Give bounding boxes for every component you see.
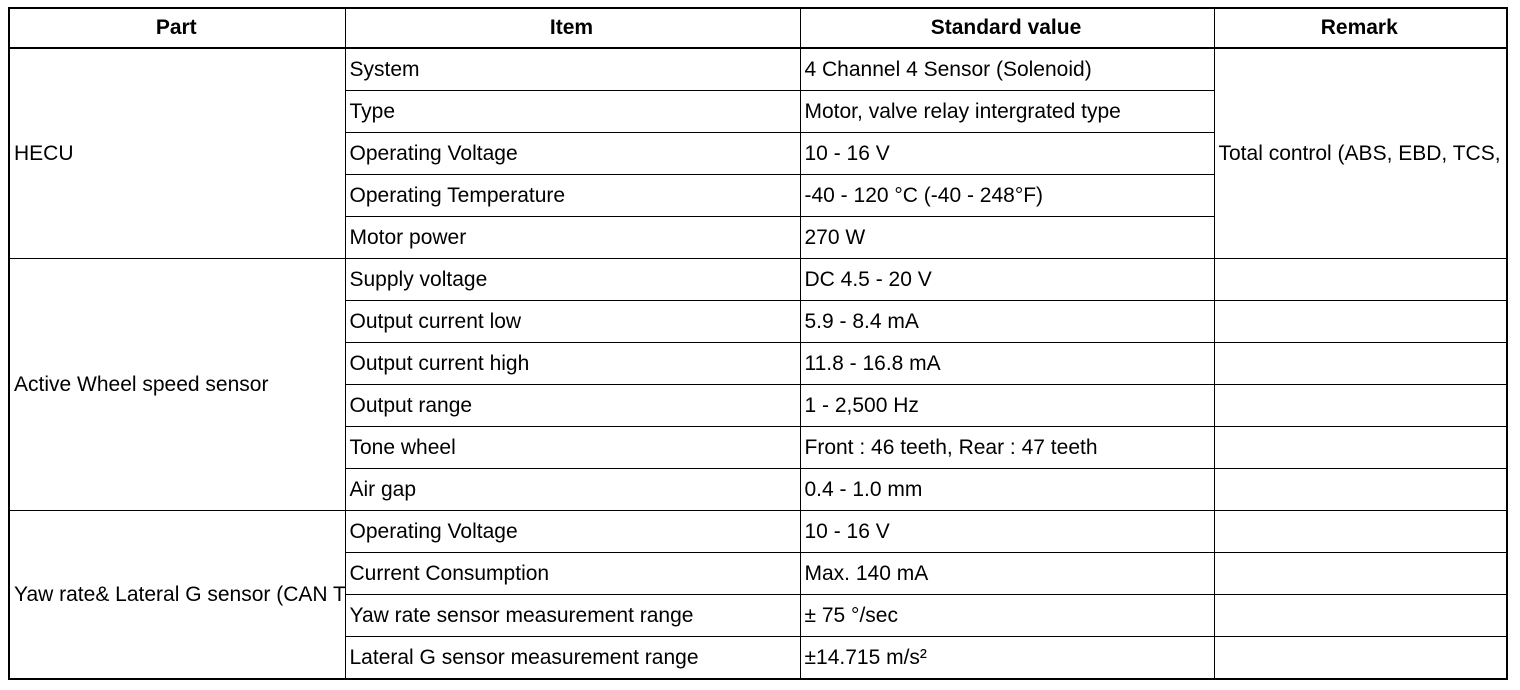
value-cell: ± 75 °/sec: [799, 594, 1215, 637]
header-remark: Remark: [1213, 7, 1508, 49]
table-header: Part Item Standard value Remark: [8, 7, 1508, 49]
remark-cell: [1213, 426, 1508, 469]
header-part: Part: [8, 7, 346, 49]
item-cell: Motor power: [344, 216, 801, 259]
item-cell: Yaw rate sensor measurement range: [344, 594, 801, 637]
remark-cell: [1213, 552, 1508, 595]
remark-cell: [1213, 468, 1508, 511]
remark-cell: [1213, 510, 1508, 553]
remark-cell: [1213, 258, 1508, 301]
spec-table: Part Item Standard value Remark HECU Sys…: [8, 7, 1508, 680]
item-cell: Lateral G sensor measurement range: [344, 636, 801, 680]
item-cell: Output current low: [344, 300, 801, 343]
value-cell: Front : 46 teeth, Rear : 47 teeth: [799, 426, 1215, 469]
part-cell-wheel-speed-sensor: Active Wheel speed sensor: [8, 258, 346, 511]
value-cell: 1 - 2,500 Hz: [799, 384, 1215, 427]
part-cell-yaw-rate-sensor: Yaw rate& Lateral G sensor (CAN TYPE): [8, 510, 346, 680]
remark-cell: [1213, 594, 1508, 637]
table-row: Active Wheel speed sensor Supply voltage…: [8, 258, 1508, 511]
table-row: Operating Temperature -40 - 120 °C (-40 …: [9, 174, 1507, 217]
item-cell: Current Consumption: [344, 552, 801, 595]
item-cell: Output range: [344, 384, 801, 427]
value-cell: Max. 140 mA: [799, 552, 1215, 595]
value-cell: 270 W: [799, 216, 1215, 259]
part-cell-hecu: HECU: [8, 47, 346, 259]
table-row: Operating Voltage 10 - 16 V: [9, 132, 1507, 175]
table-row: Output current high 11.8 - 16.8 mA: [9, 342, 1508, 385]
table-row: Lateral G sensor measurement range ±14.7…: [9, 636, 1508, 680]
item-cell: Type: [344, 90, 801, 133]
table-body: HECU System 4 Channel 4 Sensor (Solenoid…: [8, 47, 1508, 680]
remark-cell: [1213, 300, 1508, 343]
item-cell: Supply voltage: [344, 258, 801, 301]
item-cell: Operating Temperature: [344, 174, 801, 217]
value-cell: -40 - 120 °C (-40 - 248°F): [799, 174, 1215, 217]
item-cell: Tone wheel: [344, 426, 801, 469]
table-row: Current Consumption Max. 140 mA: [9, 552, 1508, 595]
value-cell: ±14.715 m/s²: [799, 636, 1215, 680]
remark-cell-hecu: Total control (ABS, EBD, TCS, ESC): [1213, 47, 1508, 259]
remark-cell: [1213, 636, 1508, 680]
remark-cell: [1213, 342, 1508, 385]
item-cell: Operating Voltage: [344, 132, 801, 175]
table-row: HECU System 4 Channel 4 Sensor (Solenoid…: [8, 47, 1508, 259]
header-standard-value: Standard value: [799, 7, 1215, 49]
table-row: Type Motor, valve relay intergrated type: [9, 90, 1507, 133]
value-cell: 0.4 - 1.0 mm: [799, 468, 1215, 511]
value-cell: Motor, valve relay intergrated type: [799, 90, 1215, 133]
table-row: Tone wheel Front : 46 teeth, Rear : 47 t…: [9, 426, 1508, 469]
header-item: Item: [344, 7, 801, 49]
item-cell: Air gap: [344, 468, 801, 511]
value-cell: 4 Channel 4 Sensor (Solenoid): [799, 47, 1215, 91]
table-row: Motor power 270 W: [9, 216, 1507, 259]
value-cell: 11.8 - 16.8 mA: [799, 342, 1215, 385]
remark-cell: [1213, 384, 1508, 427]
value-cell: 10 - 16 V: [799, 132, 1215, 175]
value-cell: DC 4.5 - 20 V: [799, 258, 1215, 301]
table-row: Yaw rate sensor measurement range ± 75 °…: [9, 594, 1508, 637]
header-row: Part Item Standard value Remark: [8, 7, 1508, 49]
table-row: Yaw rate& Lateral G sensor (CAN TYPE) Op…: [8, 510, 1508, 680]
item-cell: System: [344, 47, 801, 91]
item-cell: Operating Voltage: [344, 510, 801, 553]
item-cell: Output current high: [344, 342, 801, 385]
table-row: Output current low 5.9 - 8.4 mA: [9, 300, 1508, 343]
value-cell: 10 - 16 V: [799, 510, 1215, 553]
value-cell: 5.9 - 8.4 mA: [799, 300, 1215, 343]
table-row: Air gap 0.4 - 1.0 mm: [9, 468, 1508, 511]
